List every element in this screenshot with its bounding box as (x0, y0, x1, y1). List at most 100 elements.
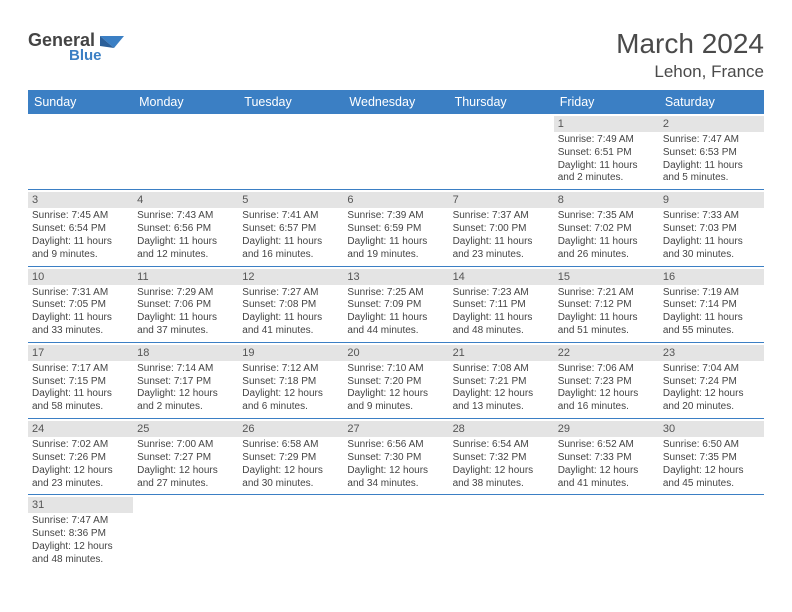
sunrise-line: Sunrise: 7:25 AM (347, 287, 444, 300)
sunset-line: Sunset: 7:09 PM (347, 299, 444, 312)
calendar-cell: 30Sunrise: 6:50 AMSunset: 7:35 PMDayligh… (659, 419, 764, 494)
day-number: 12 (238, 269, 343, 285)
location-label: Lehon, France (616, 62, 764, 82)
calendar-cell: 11Sunrise: 7:29 AMSunset: 7:06 PMDayligh… (133, 267, 238, 342)
sunrise-line: Sunrise: 7:00 AM (137, 439, 234, 452)
day-number: 13 (343, 269, 448, 285)
daylight-line: Daylight: 11 hours and 44 minutes. (347, 312, 444, 338)
daylight-line: Daylight: 11 hours and 2 minutes. (558, 160, 655, 186)
calendar-row: 24Sunrise: 7:02 AMSunset: 7:26 PMDayligh… (28, 419, 764, 495)
calendar-cell: 14Sunrise: 7:23 AMSunset: 7:11 PMDayligh… (449, 267, 554, 342)
daylight-line: Daylight: 11 hours and 48 minutes. (453, 312, 550, 338)
dow-monday: Monday (133, 90, 238, 114)
day-number: 6 (343, 192, 448, 208)
daylight-line: Daylight: 12 hours and 34 minutes. (347, 465, 444, 491)
sunrise-line: Sunrise: 7:49 AM (558, 134, 655, 147)
daylight-line: Daylight: 12 hours and 2 minutes. (137, 388, 234, 414)
sunset-line: Sunset: 7:14 PM (663, 299, 760, 312)
day-number: 9 (659, 192, 764, 208)
calendar-cell: 18Sunrise: 7:14 AMSunset: 7:17 PMDayligh… (133, 343, 238, 418)
calendar-row: 1Sunrise: 7:49 AMSunset: 6:51 PMDaylight… (28, 114, 764, 190)
daylight-line: Daylight: 11 hours and 16 minutes. (242, 236, 339, 262)
sunset-line: Sunset: 7:08 PM (242, 299, 339, 312)
calendar-cell: 24Sunrise: 7:02 AMSunset: 7:26 PMDayligh… (28, 419, 133, 494)
sunset-line: Sunset: 6:59 PM (347, 223, 444, 236)
sunrise-line: Sunrise: 7:12 AM (242, 363, 339, 376)
day-number: 4 (133, 192, 238, 208)
sunrise-line: Sunrise: 7:33 AM (663, 210, 760, 223)
sunrise-line: Sunrise: 7:04 AM (663, 363, 760, 376)
sunset-line: Sunset: 7:29 PM (242, 452, 339, 465)
daylight-line: Daylight: 11 hours and 26 minutes. (558, 236, 655, 262)
sunset-line: Sunset: 6:53 PM (663, 147, 760, 160)
daylight-line: Daylight: 12 hours and 27 minutes. (137, 465, 234, 491)
day-number: 17 (28, 345, 133, 361)
day-number: 28 (449, 421, 554, 437)
calendar-cell (449, 114, 554, 189)
calendar-cell: 3Sunrise: 7:45 AMSunset: 6:54 PMDaylight… (28, 190, 133, 265)
calendar-row: 31Sunrise: 7:47 AMSunset: 8:36 PMDayligh… (28, 495, 764, 570)
calendar-row: 3Sunrise: 7:45 AMSunset: 6:54 PMDaylight… (28, 190, 764, 266)
sunrise-line: Sunrise: 7:14 AM (137, 363, 234, 376)
sunrise-line: Sunrise: 7:41 AM (242, 210, 339, 223)
day-number: 27 (343, 421, 448, 437)
daylight-line: Daylight: 11 hours and 12 minutes. (137, 236, 234, 262)
calendar-cell: 19Sunrise: 7:12 AMSunset: 7:18 PMDayligh… (238, 343, 343, 418)
daylight-line: Daylight: 11 hours and 41 minutes. (242, 312, 339, 338)
sunrise-line: Sunrise: 7:10 AM (347, 363, 444, 376)
sunset-line: Sunset: 7:32 PM (453, 452, 550, 465)
sunset-line: Sunset: 7:35 PM (663, 452, 760, 465)
sunset-line: Sunset: 7:03 PM (663, 223, 760, 236)
daylight-line: Daylight: 11 hours and 51 minutes. (558, 312, 655, 338)
sunset-line: Sunset: 7:20 PM (347, 376, 444, 389)
calendar-cell: 29Sunrise: 6:52 AMSunset: 7:33 PMDayligh… (554, 419, 659, 494)
calendar-cell: 20Sunrise: 7:10 AMSunset: 7:20 PMDayligh… (343, 343, 448, 418)
sunrise-line: Sunrise: 6:58 AM (242, 439, 339, 452)
calendar-cell (554, 495, 659, 570)
daylight-line: Daylight: 11 hours and 55 minutes. (663, 312, 760, 338)
daylight-line: Daylight: 11 hours and 30 minutes. (663, 236, 760, 262)
day-number: 21 (449, 345, 554, 361)
title-block: March 2024 Lehon, France (616, 28, 764, 82)
calendar-cell: 25Sunrise: 7:00 AMSunset: 7:27 PMDayligh… (133, 419, 238, 494)
calendar-cell: 6Sunrise: 7:39 AMSunset: 6:59 PMDaylight… (343, 190, 448, 265)
calendar-cell (659, 495, 764, 570)
dow-thursday: Thursday (449, 90, 554, 114)
day-number: 22 (554, 345, 659, 361)
daylight-line: Daylight: 11 hours and 33 minutes. (32, 312, 129, 338)
calendar-cell (343, 495, 448, 570)
calendar-cell: 27Sunrise: 6:56 AMSunset: 7:30 PMDayligh… (343, 419, 448, 494)
calendar-cell: 10Sunrise: 7:31 AMSunset: 7:05 PMDayligh… (28, 267, 133, 342)
sunrise-line: Sunrise: 7:45 AM (32, 210, 129, 223)
calendar-cell: 9 Sunrise: 7:33 AMSunset: 7:03 PMDaylight… (659, 190, 764, 265)
day-number: 8 (554, 192, 659, 208)
dow-saturday: Saturday (659, 90, 764, 114)
calendar-cell: 7Sunrise: 7:37 AMSunset: 7:00 PMDaylight… (449, 190, 554, 265)
sunset-line: Sunset: 7:11 PM (453, 299, 550, 312)
sunset-line: Sunset: 7:30 PM (347, 452, 444, 465)
sunset-line: Sunset: 7:06 PM (137, 299, 234, 312)
calendar-cell: 31Sunrise: 7:47 AMSunset: 8:36 PMDayligh… (28, 495, 133, 570)
calendar-cell: 16Sunrise: 7:19 AMSunset: 7:14 PMDayligh… (659, 267, 764, 342)
calendar-cell: 12Sunrise: 7:27 AMSunset: 7:08 PMDayligh… (238, 267, 343, 342)
calendar-cell (343, 114, 448, 189)
sunrise-line: Sunrise: 7:21 AM (558, 287, 655, 300)
daylight-line: Daylight: 12 hours and 41 minutes. (558, 465, 655, 491)
sunrise-line: Sunrise: 7:37 AM (453, 210, 550, 223)
daylight-line: Daylight: 12 hours and 38 minutes. (453, 465, 550, 491)
sunset-line: Sunset: 7:02 PM (558, 223, 655, 236)
day-number: 20 (343, 345, 448, 361)
day-number: 15 (554, 269, 659, 285)
day-number: 10 (28, 269, 133, 285)
calendar-cell: 5Sunrise: 7:41 AMSunset: 6:57 PMDaylight… (238, 190, 343, 265)
daylight-line: Daylight: 12 hours and 48 minutes. (32, 541, 129, 567)
daylight-line: Daylight: 12 hours and 30 minutes. (242, 465, 339, 491)
calendar-cell (133, 114, 238, 189)
sunset-line: Sunset: 6:57 PM (242, 223, 339, 236)
day-number: 29 (554, 421, 659, 437)
day-number: 11 (133, 269, 238, 285)
dow-friday: Friday (554, 90, 659, 114)
calendar-body: 1Sunrise: 7:49 AMSunset: 6:51 PMDaylight… (28, 114, 764, 571)
calendar-cell: 26Sunrise: 6:58 AMSunset: 7:29 PMDayligh… (238, 419, 343, 494)
sunrise-line: Sunrise: 7:06 AM (558, 363, 655, 376)
